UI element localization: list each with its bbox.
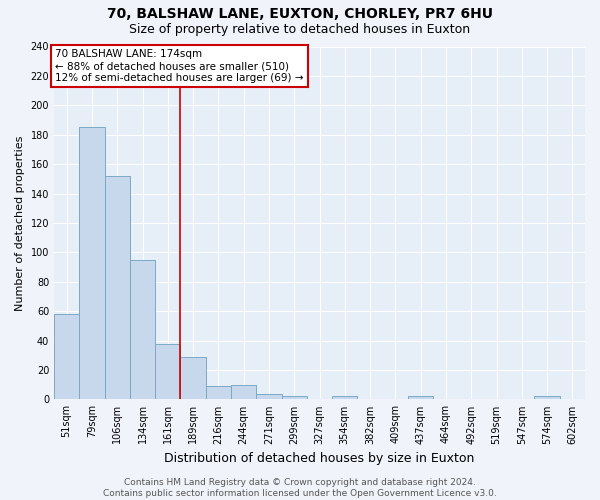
Text: 70, BALSHAW LANE, EUXTON, CHORLEY, PR7 6HU: 70, BALSHAW LANE, EUXTON, CHORLEY, PR7 6… <box>107 8 493 22</box>
Bar <box>231 384 256 400</box>
Bar <box>535 396 560 400</box>
Bar <box>332 396 358 400</box>
X-axis label: Distribution of detached houses by size in Euxton: Distribution of detached houses by size … <box>164 452 475 465</box>
Bar <box>256 394 281 400</box>
Bar <box>155 344 181 400</box>
Text: Contains HM Land Registry data © Crown copyright and database right 2024.
Contai: Contains HM Land Registry data © Crown c… <box>103 478 497 498</box>
Bar <box>79 128 104 400</box>
Y-axis label: Number of detached properties: Number of detached properties <box>15 136 25 310</box>
Bar <box>104 176 130 400</box>
Bar <box>206 386 231 400</box>
Bar <box>181 357 206 400</box>
Text: 70 BALSHAW LANE: 174sqm
← 88% of detached houses are smaller (510)
12% of semi-d: 70 BALSHAW LANE: 174sqm ← 88% of detache… <box>55 50 304 82</box>
Bar <box>281 396 307 400</box>
Text: Size of property relative to detached houses in Euxton: Size of property relative to detached ho… <box>130 22 470 36</box>
Bar <box>408 396 433 400</box>
Bar <box>130 260 155 400</box>
Bar <box>54 314 79 400</box>
